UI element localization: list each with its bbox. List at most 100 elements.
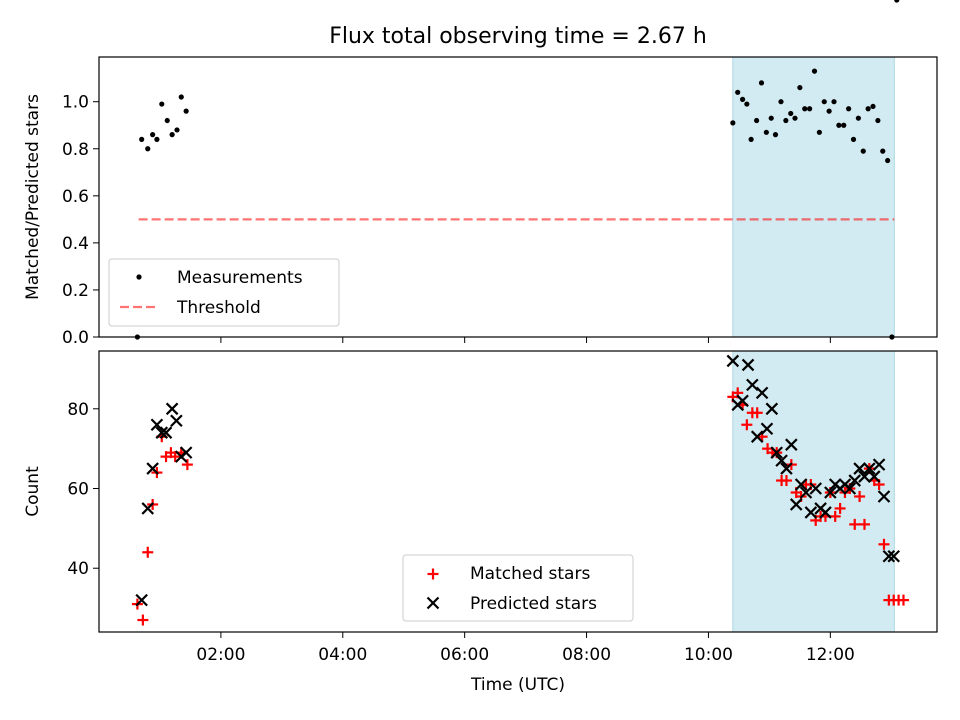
x-stroke [804, 506, 818, 519]
count-x-ticks: 02:00 04:00 06:00 08:00 10:00 12:00 [196, 632, 855, 665]
x-stroke [775, 454, 788, 467]
predicted-star-point [794, 478, 808, 491]
measurement-point [894, 0, 900, 3]
x-stroke [877, 490, 891, 503]
predicted-star-point [135, 593, 148, 607]
y-tick-label: 0.2 [62, 281, 89, 301]
x-stroke [135, 593, 148, 607]
measurement-point [748, 136, 754, 142]
count-axes-frame [98, 350, 938, 633]
x-stroke [170, 414, 183, 428]
x-stroke [750, 430, 764, 443]
measurement-point [150, 132, 156, 138]
ratio-legend-box [108, 258, 340, 327]
x-tick-label: 02:00 [196, 645, 245, 665]
predicted-star-point [789, 498, 803, 511]
matched-star-point [751, 407, 763, 419]
x-stroke [789, 498, 803, 511]
matched-star-point [849, 518, 861, 530]
measurement-points [134, 0, 900, 340]
x-stroke [819, 506, 832, 519]
measurement-point [768, 115, 774, 121]
count-panel: 40 60 80 02:00 04:00 06:00 08:00 10:00 12:00 Co… [23, 350, 938, 695]
predicted-star-point [843, 482, 857, 495]
x-tick-label: 10:00 [684, 645, 733, 665]
ratio-axes-frame [98, 56, 938, 338]
measurement-point [783, 117, 789, 124]
measurement-point [174, 127, 180, 133]
x-stroke [882, 549, 896, 563]
matched-star-point [142, 546, 154, 558]
matched-star-point [137, 614, 149, 626]
predicted-star-point [867, 470, 881, 483]
predicted-star-point [159, 426, 173, 439]
matched-star-point [829, 510, 841, 522]
measurement-point [758, 80, 765, 86]
measurement-point [870, 103, 876, 110]
observing-window-shade [732, 56, 895, 338]
x-stroke [426, 596, 440, 610]
x-tick-label: 04:00 [318, 645, 367, 665]
x-stroke [159, 426, 173, 439]
matched-star-point [181, 459, 193, 471]
x-stroke [863, 462, 876, 475]
x-stroke [887, 549, 901, 563]
measurement-point [739, 96, 746, 102]
x-stroke [867, 470, 881, 483]
y-tick-label: 1.0 [62, 93, 89, 113]
chart-title: Flux total observing time = 2.67 h [329, 24, 707, 49]
y-tick-label: 40 [67, 559, 89, 579]
x-stroke [824, 486, 837, 499]
measurement-point [772, 132, 779, 138]
ratio-y-axis-label: Matched/Predicted stars [23, 94, 43, 300]
measurement-point [850, 136, 857, 142]
predicted-star-point [750, 430, 764, 443]
y-tick-label: 60 [67, 480, 89, 500]
predicted-star-point [760, 422, 774, 436]
x-axis-label: Time (UTC) [470, 675, 565, 695]
matched-star-point [741, 419, 753, 431]
predicted-star-point [877, 490, 891, 503]
measurement-point [139, 136, 145, 142]
matched-star-point [780, 475, 792, 487]
matched-star-point [878, 538, 890, 550]
measurement-point [831, 99, 837, 105]
x-stroke [755, 386, 769, 400]
measurement-point [860, 148, 866, 154]
predicted-star-point [141, 502, 155, 515]
predicted-star-point [775, 454, 788, 467]
count-legend: Matched stars Predicted stars [402, 554, 634, 622]
y-tick-label: 0.6 [62, 187, 89, 207]
count-y-axis-label: Count [23, 466, 43, 517]
x-stroke [736, 394, 749, 408]
count-legend-box [402, 554, 634, 622]
y-tick-label: 80 [67, 400, 89, 420]
x-tick-label: 08:00 [562, 645, 611, 665]
count-y-ticks: 40 60 80 [67, 400, 99, 579]
measurement-point [159, 101, 165, 107]
x-stroke [760, 422, 774, 436]
predicted-star-point [785, 438, 798, 451]
x-stroke [765, 402, 779, 416]
ratio-x-ticks [220, 337, 831, 343]
x-stroke [746, 378, 759, 392]
measurement-point [880, 148, 886, 154]
x-stroke [741, 358, 755, 372]
legend-measurements-marker [136, 274, 142, 280]
predicted-star-point [146, 462, 159, 475]
predicted-star-point [770, 446, 783, 459]
predicted-star-point [170, 414, 183, 428]
ratio-legend: Measurements Threshold [108, 258, 340, 327]
matched-star-point [834, 502, 846, 514]
measurement-point [826, 108, 832, 114]
x-stroke [785, 438, 798, 451]
legend-matched-marker [427, 568, 439, 580]
measurement-point [885, 157, 891, 164]
legend-matched-label: Matched stars [470, 564, 590, 584]
legend-predicted-label: Predicted stars [470, 594, 597, 614]
measurement-point [763, 129, 769, 135]
legend-x-glyph [426, 596, 440, 610]
measurement-point [841, 122, 847, 128]
measurement-point [169, 132, 175, 138]
